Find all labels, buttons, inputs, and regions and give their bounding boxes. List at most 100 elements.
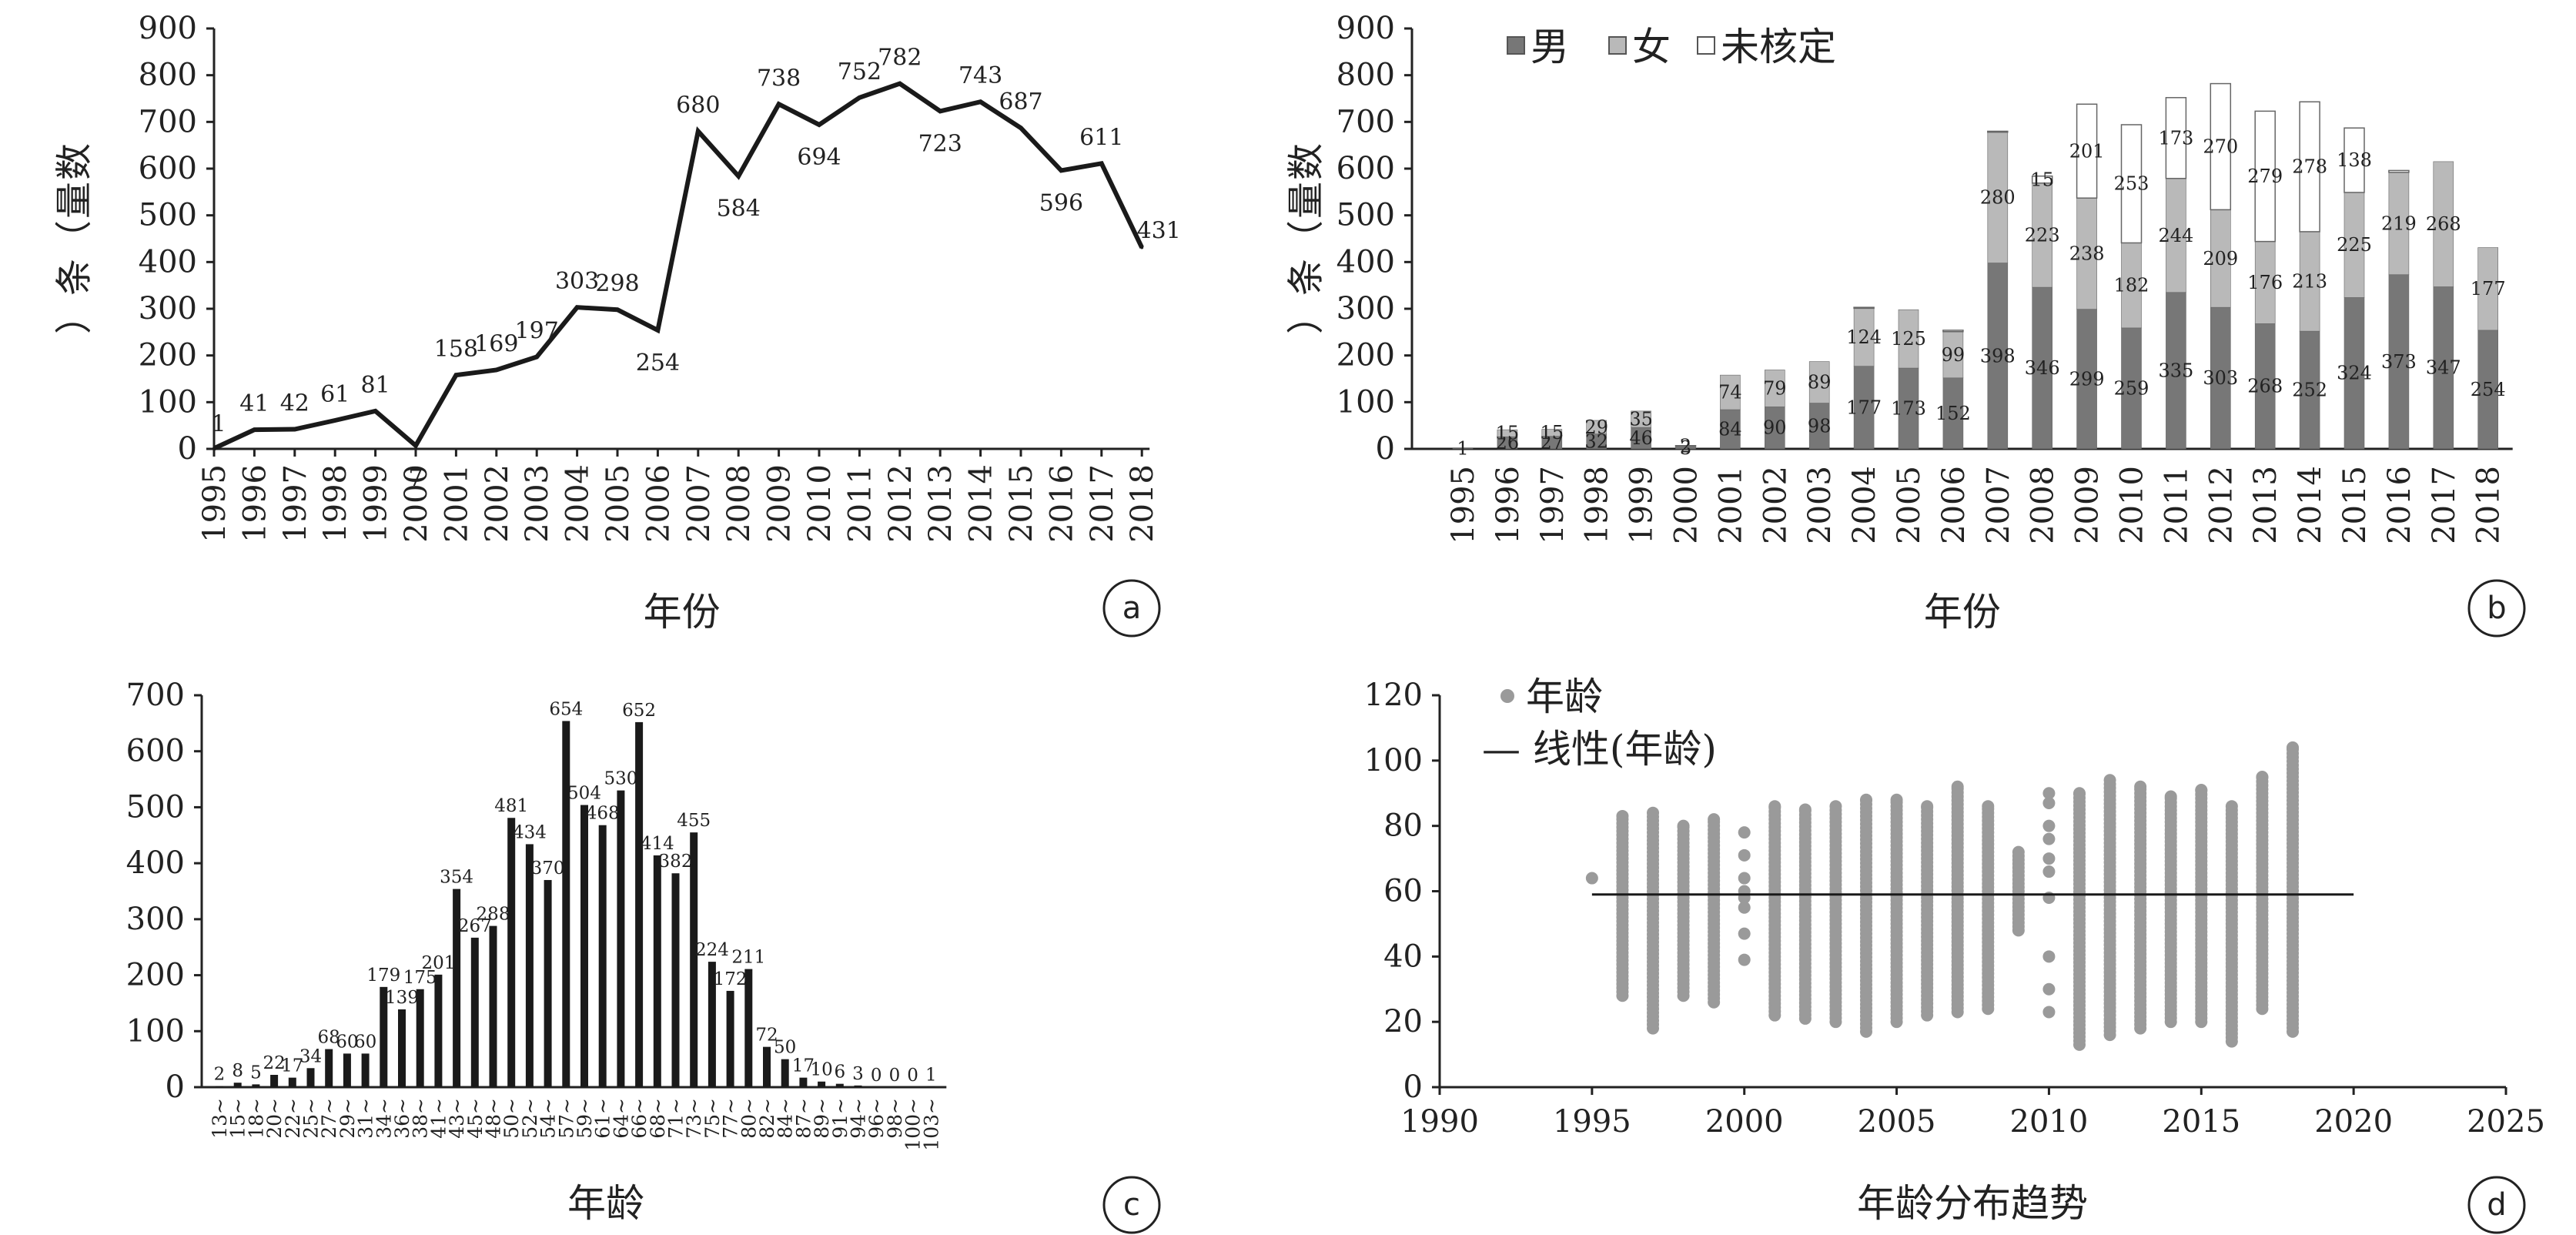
- b-bar-segment-男: [2210, 306, 2231, 450]
- b-bar-segment-女: [2254, 241, 2276, 324]
- d-data-point: [1647, 806, 1659, 819]
- b-data-label: 254: [2471, 379, 2506, 400]
- a-y-tick-label: 900: [139, 11, 197, 46]
- b-x-tick-label: 2002: [1758, 466, 1793, 544]
- b-bar-segment-男: [1452, 448, 1474, 450]
- b-bar-segment-女: [2076, 197, 2097, 310]
- a-data-point: [938, 109, 942, 113]
- b-x-tick-label: 2000: [1669, 466, 1705, 544]
- c-x-tick-label: 13~: [209, 1098, 231, 1139]
- c-bar: [434, 974, 443, 1087]
- a-data-label: 687: [999, 89, 1042, 115]
- c-data-label: 0: [889, 1066, 901, 1086]
- c-data-label: 481: [494, 796, 528, 816]
- b-data-label: 46: [1629, 427, 1653, 449]
- a-x-tick-label: 2013: [923, 464, 958, 543]
- a-data-label: 782: [878, 45, 922, 72]
- a-data-label: 42: [280, 390, 309, 417]
- b-data-label: 173: [2158, 127, 2193, 149]
- c-x-tick-label: 50~: [500, 1098, 523, 1139]
- c-data-label: 179: [366, 966, 400, 986]
- b-x-tick-label: 2010: [2115, 466, 2150, 544]
- c-x-tick-label: 29~: [336, 1098, 359, 1139]
- c-data-label: 68: [318, 1028, 340, 1048]
- d-data-point: [1860, 793, 1872, 806]
- c-x-tick-label: 87~: [792, 1098, 815, 1139]
- a-data-label: 694: [797, 144, 841, 171]
- d-data-point: [2012, 845, 2025, 858]
- c-data-label: 224: [695, 940, 729, 960]
- b-bar-segment-未核定: [2120, 124, 2143, 244]
- c-x-tick-label: 41~: [427, 1098, 450, 1139]
- a-data-label: 431: [1137, 218, 1181, 245]
- c-data-label: 6: [834, 1063, 845, 1083]
- b-bar-segment-未核定: [2210, 82, 2232, 211]
- b-data-label: 209: [2203, 248, 2238, 269]
- c-x-tick-label: 89~: [811, 1098, 833, 1139]
- a-y-tick-label: 600: [139, 151, 197, 186]
- c-bar: [562, 721, 570, 1087]
- panel-c-bar-chart: 0100200300400500600700213~815~518~2220~1…: [126, 678, 1161, 1234]
- d-legend-marker-points: [1500, 689, 1514, 703]
- c-x-tick-label: 20~: [263, 1098, 286, 1139]
- a-badge-circle: [1102, 579, 1161, 638]
- a-data-point: [696, 129, 700, 133]
- b-data-label: 398: [1980, 345, 2016, 366]
- c-x-tick-label: 18~: [245, 1098, 267, 1139]
- d-data-point: [2042, 982, 2056, 996]
- b-x-tick-label: 2005: [1892, 466, 1927, 544]
- a-x-tick-label: 1995: [197, 464, 233, 543]
- d-x-tick-label: 1995: [1553, 1104, 1631, 1140]
- c-data-label: 3: [852, 1064, 864, 1084]
- a-y-axis-title-char: 量: [53, 182, 96, 219]
- b-data-label: 253: [2114, 173, 2149, 195]
- c-data-label: 60: [354, 1032, 376, 1052]
- c-bar: [690, 832, 698, 1087]
- c-bar: [325, 1049, 333, 1087]
- c-bar: [270, 1075, 279, 1087]
- b-data-label: 29: [1584, 417, 1608, 438]
- b-x-tick-label: 2017: [2427, 466, 2462, 544]
- c-bar: [252, 1084, 260, 1087]
- d-data-point: [1982, 800, 1995, 813]
- a-x-tick-label: 2015: [1004, 464, 1039, 543]
- b-bar-segment-未核定: [2165, 97, 2187, 179]
- a-data-point: [535, 355, 539, 359]
- c-data-label: 382: [659, 852, 693, 872]
- a-x-tick-label: 2002: [480, 464, 515, 543]
- b-data-label: 15: [2030, 169, 2054, 190]
- c-x-tick-label: 82~: [756, 1098, 778, 1139]
- b-bar-segment-女: [1808, 361, 1830, 403]
- c-bar: [598, 825, 607, 1087]
- b-badge-circle: [2467, 579, 2526, 638]
- b-data-label: 125: [1891, 328, 1926, 350]
- a-data-point: [1019, 126, 1022, 130]
- b-data-label: 279: [2247, 166, 2283, 187]
- b-data-label: 268: [2247, 376, 2283, 397]
- b-data-label: 223: [2025, 224, 2060, 246]
- c-x-tick-label: 68~: [647, 1098, 669, 1139]
- c-x-tick-label: 52~: [519, 1098, 541, 1139]
- c-data-label: 654: [549, 699, 583, 719]
- d-y-tick-label: 100: [1364, 743, 1423, 778]
- b-bar-segment-男: [2299, 330, 2320, 450]
- b-legend-label: 男: [1531, 25, 1569, 69]
- b-data-label: 373: [2381, 351, 2417, 373]
- c-data-label: 652: [622, 701, 656, 721]
- d-data-point: [1738, 826, 1751, 839]
- b-data-label: 335: [2158, 360, 2193, 381]
- b-y-tick-label: 900: [1337, 11, 1395, 46]
- b-x-tick-label: 1999: [1624, 466, 1660, 544]
- c-data-label: 60: [336, 1032, 358, 1052]
- c-x-tick-label: 80~: [738, 1098, 760, 1139]
- d-x-tick-label: 2020: [2314, 1104, 2393, 1140]
- b-data-label: 32: [1584, 430, 1608, 452]
- b-data-label: 74: [1718, 382, 1742, 403]
- c-bar: [671, 873, 680, 1087]
- b-bar-segment-男: [1987, 263, 2009, 450]
- b-bar-segment-女: [2343, 192, 2365, 298]
- c-data-label: 72: [755, 1026, 778, 1046]
- a-y-axis-title-char: （: [53, 220, 96, 257]
- a-x-tick-label: 2014: [964, 464, 999, 543]
- c-x-tick-label: 31~: [355, 1098, 377, 1139]
